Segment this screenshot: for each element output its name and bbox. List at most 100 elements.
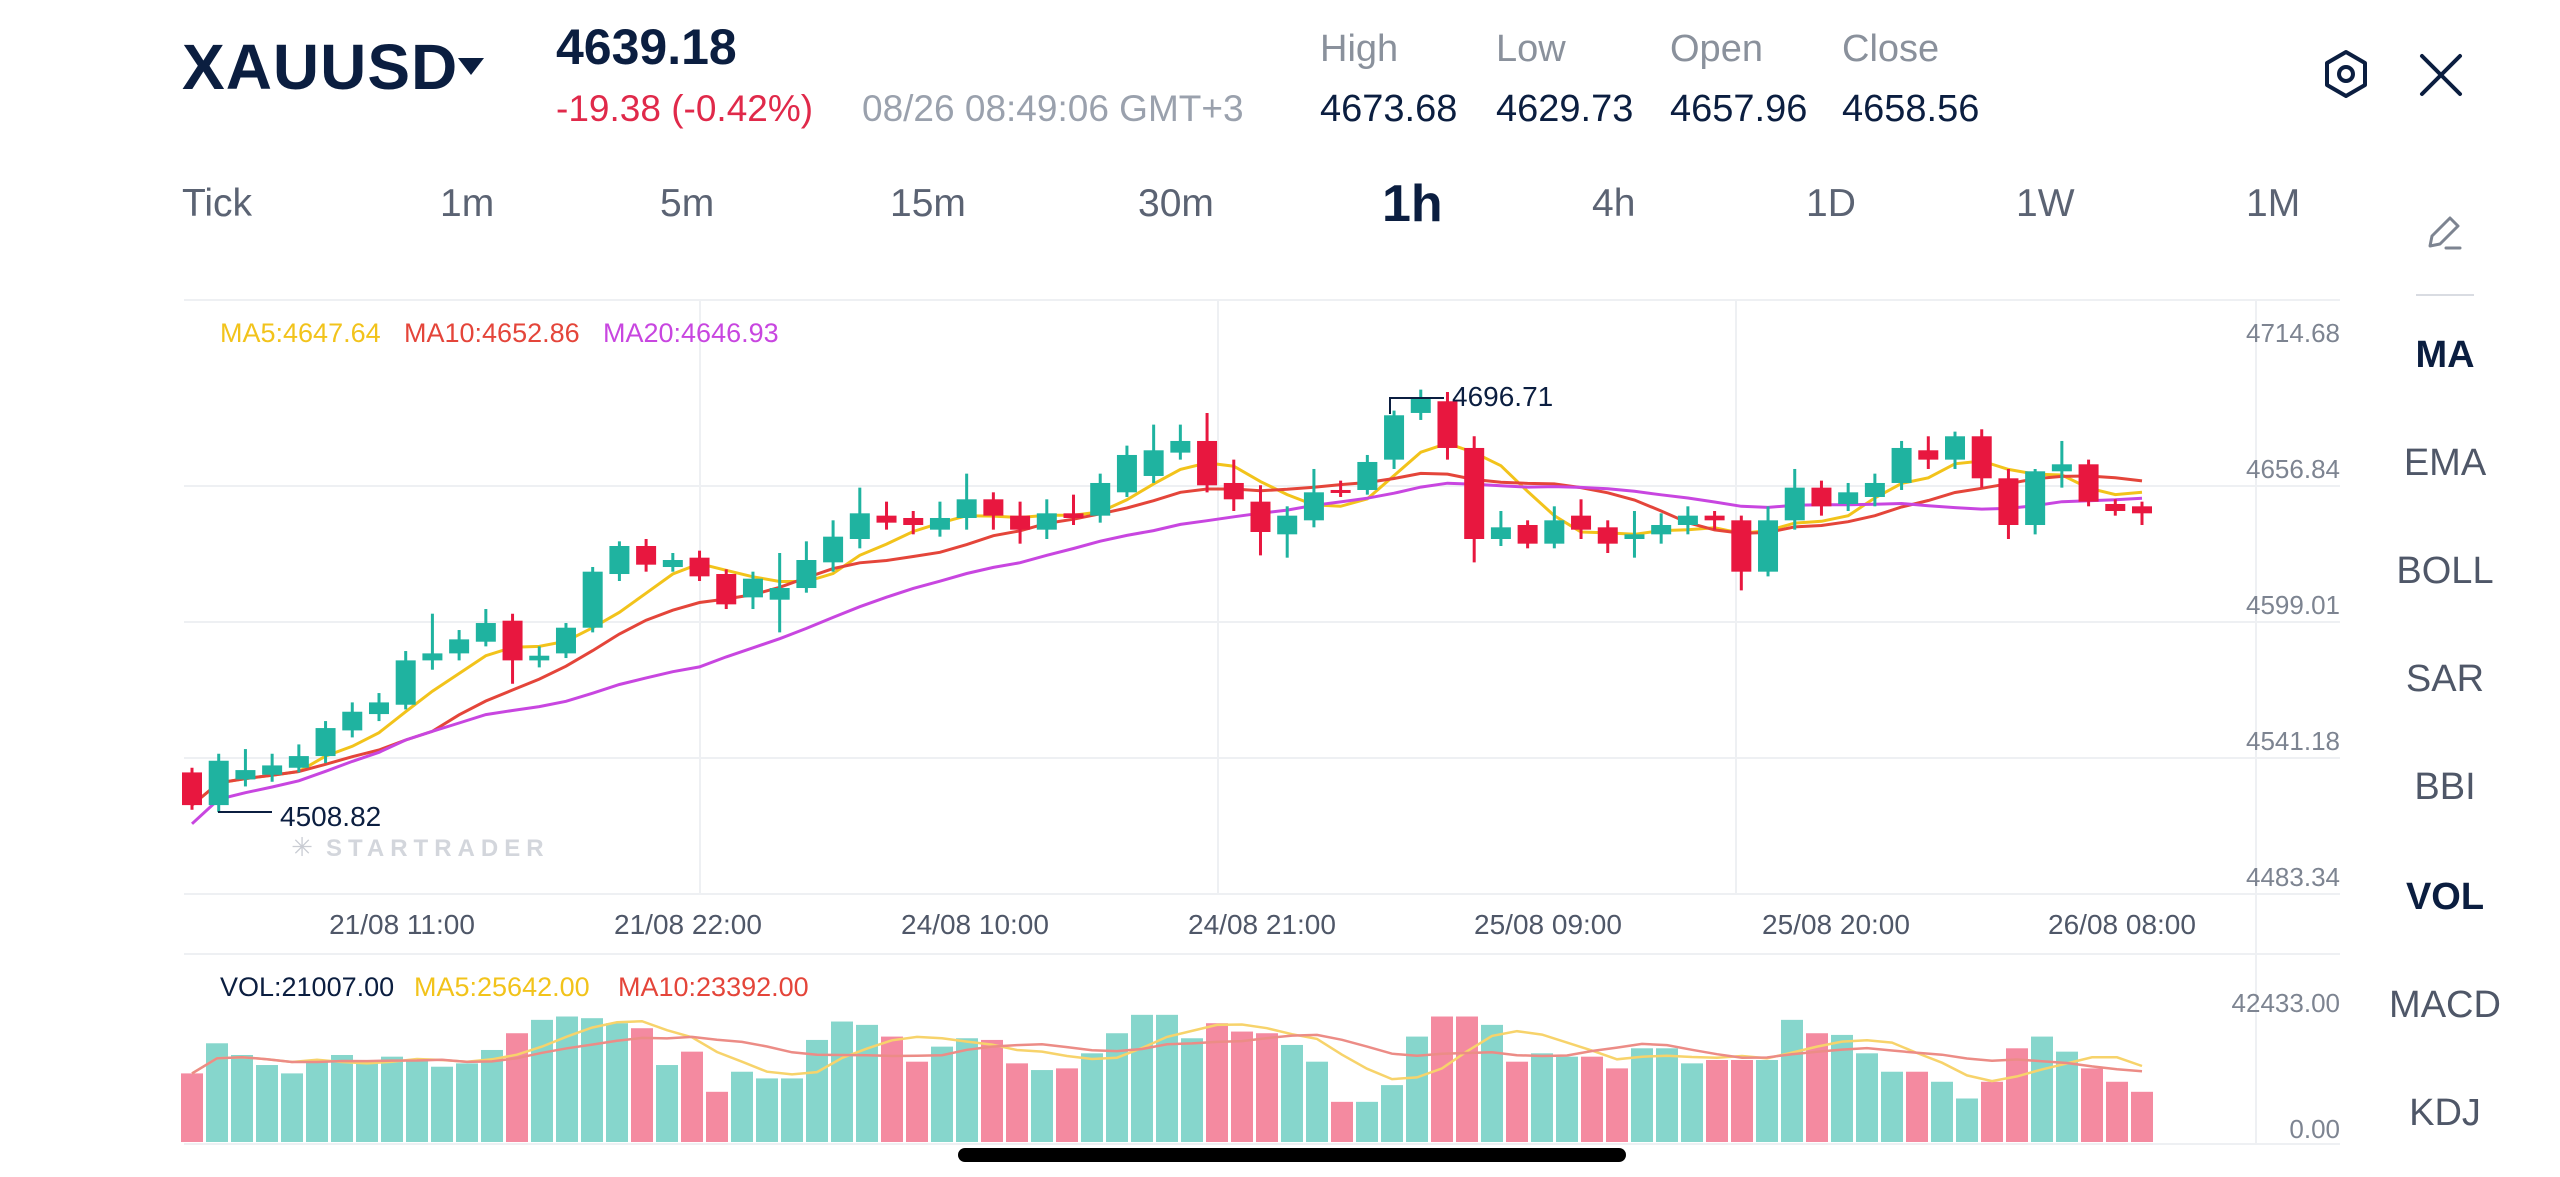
indicator-ma[interactable]: MA xyxy=(2415,334,2475,376)
volume-bar xyxy=(531,1019,553,1142)
candle xyxy=(1357,461,1378,490)
candle xyxy=(1677,515,1698,525)
candle xyxy=(903,517,924,525)
tab-5m[interactable]: 5m xyxy=(660,182,715,225)
pencil-draw-icon[interactable] xyxy=(2422,210,2466,259)
tab-tick[interactable]: Tick xyxy=(182,182,253,225)
volume-bar xyxy=(2131,1091,2153,1142)
volume-bar xyxy=(181,1073,203,1142)
close-icon[interactable] xyxy=(2418,52,2464,103)
tab-1d[interactable]: 1D xyxy=(1806,182,1856,225)
candle xyxy=(609,546,630,575)
volume-bar xyxy=(1881,1071,1903,1142)
candle xyxy=(475,623,496,642)
tab-15m[interactable]: 15m xyxy=(890,182,966,225)
indicator-sar[interactable]: SAR xyxy=(2405,658,2485,700)
x-tick-7: 26/08 08:00 xyxy=(2048,909,2196,940)
volume-bar xyxy=(1256,1033,1278,1142)
hexagon-settings-icon[interactable] xyxy=(2320,48,2372,105)
volume-bar xyxy=(231,1054,253,1142)
candle xyxy=(342,711,363,731)
candle xyxy=(823,536,844,563)
caret-down-icon[interactable] xyxy=(458,58,484,75)
volume-bar xyxy=(256,1065,278,1142)
candle xyxy=(1998,478,2019,525)
volume-bar xyxy=(906,1061,928,1142)
volume-bar xyxy=(1306,1061,1328,1142)
candle xyxy=(1544,520,1565,544)
candle xyxy=(182,772,202,806)
x-tick-1: 21/08 11:00 xyxy=(329,909,475,940)
candle xyxy=(262,765,283,775)
candle xyxy=(796,560,817,589)
indicator-bbi[interactable]: BBI xyxy=(2414,766,2476,808)
candle xyxy=(1758,520,1779,572)
indicator-vol[interactable]: VOL xyxy=(2405,876,2485,918)
volume-bar xyxy=(1381,1085,1403,1142)
candle xyxy=(929,517,950,530)
close-value: 4658.56 xyxy=(1842,88,1980,130)
volume-bar xyxy=(1106,1033,1128,1142)
volume-bar xyxy=(1606,1068,1628,1142)
tab-4h[interactable]: 4h xyxy=(1592,182,1636,225)
volume-bar xyxy=(1281,1044,1303,1142)
candle xyxy=(1303,492,1324,521)
symbol-name[interactable]: XAUUSD xyxy=(182,31,459,103)
volume-bar xyxy=(1031,1070,1053,1142)
volume-bar xyxy=(2106,1081,2128,1142)
volume-bar xyxy=(481,1049,503,1142)
open-value: 4657.96 xyxy=(1670,88,1808,130)
open-label: Open xyxy=(1670,28,1763,70)
tab-1mo[interactable]: 1M xyxy=(2246,182,2301,225)
candle xyxy=(315,728,336,757)
volume-bar xyxy=(806,1039,828,1142)
vol-ma5-line xyxy=(191,1019,2143,1083)
volume-bar xyxy=(1556,1056,1578,1142)
volume-bar xyxy=(1481,1024,1503,1142)
volume-bar xyxy=(1006,1063,1028,1142)
volume-bar xyxy=(1931,1081,1953,1142)
volume-bar xyxy=(406,1060,428,1142)
volume-bar xyxy=(1181,1038,1203,1142)
tab-30m[interactable]: 30m xyxy=(1138,182,1214,225)
indicator-kdj[interactable]: KDJ xyxy=(2409,1092,2481,1134)
volume-bar xyxy=(1906,1071,1928,1142)
candle xyxy=(1651,524,1672,535)
tab-1h[interactable]: 1h xyxy=(1382,175,1443,233)
y-tick-5: 4483.34 xyxy=(2246,862,2340,892)
candle xyxy=(288,756,309,768)
candle xyxy=(1571,515,1592,530)
volume-bar xyxy=(1706,1060,1728,1142)
candle xyxy=(1143,450,1164,476)
indicator-ema[interactable]: EMA xyxy=(2403,442,2487,484)
candle xyxy=(876,515,897,523)
candle xyxy=(368,702,389,715)
candle xyxy=(1891,447,1912,483)
candle xyxy=(2132,506,2152,514)
tab-1w[interactable]: 1W xyxy=(2016,182,2075,225)
volume-bar xyxy=(331,1054,353,1142)
indicator-boll[interactable]: BOLL xyxy=(2396,550,2494,592)
tab-1m[interactable]: 1m xyxy=(440,182,495,225)
volume-bar xyxy=(706,1091,728,1142)
y-tick-2: 4656.84 xyxy=(2246,454,2340,484)
volume-bar xyxy=(781,1078,803,1142)
close-label: Close xyxy=(1842,28,1940,70)
candlestick-chart[interactable]: MA5:4647.64 MA10:4652.86 MA20:4646.93 47… xyxy=(0,0,2360,1177)
candle xyxy=(1945,436,1966,460)
indicator-macd[interactable]: MACD xyxy=(2389,984,2501,1026)
y-tick-1: 4714.68 xyxy=(2246,318,2340,348)
candle xyxy=(1731,520,1752,572)
volume-bar xyxy=(1056,1068,1078,1142)
vol-ma5-legend: MA5:25642.00 xyxy=(414,972,590,1002)
volume-bar xyxy=(1331,1101,1353,1142)
candle xyxy=(1464,447,1485,539)
candle xyxy=(1704,515,1725,521)
volume-bar xyxy=(1356,1101,1378,1142)
high-label: High xyxy=(1320,28,1399,70)
volume-bar xyxy=(1206,1023,1228,1142)
candle xyxy=(1277,515,1298,535)
volume-bar xyxy=(356,1061,378,1142)
watermark-logo: ✳ STARTRADER xyxy=(291,832,543,862)
volume-bar xyxy=(1131,1014,1153,1142)
